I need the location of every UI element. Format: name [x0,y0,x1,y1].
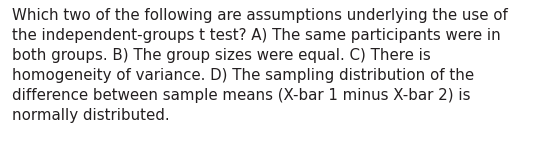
Text: Which two of the following are assumptions underlying the use of
the independent: Which two of the following are assumptio… [12,8,508,123]
